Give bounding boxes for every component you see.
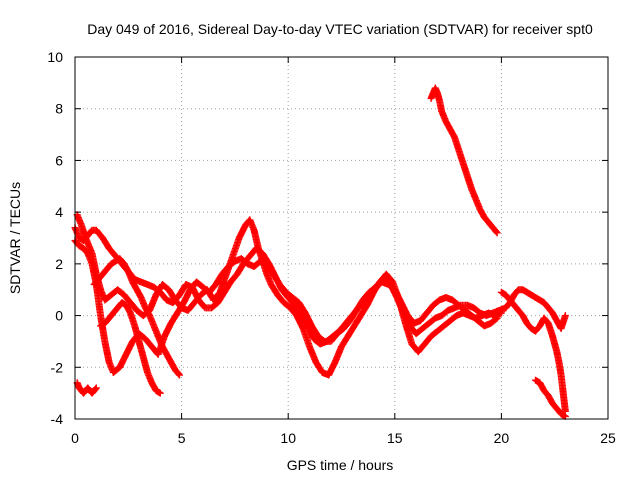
series-track-7 (427, 84, 501, 237)
series-track-4 (73, 379, 100, 397)
x-tick-label: 15 (387, 430, 403, 446)
y-tick-label: -2 (51, 359, 64, 375)
y-tick-label: 6 (55, 152, 63, 168)
series-track-9 (502, 286, 569, 332)
x-tick-label: 10 (280, 430, 296, 446)
y-tick-label: 10 (47, 49, 63, 65)
data-point (175, 370, 183, 378)
series-track-6 (97, 299, 164, 397)
y-tick-label: 8 (55, 101, 63, 117)
x-axis-label: GPS time / hours (287, 457, 394, 473)
data-point (156, 389, 164, 397)
data-point (493, 314, 501, 322)
data-layer (71, 84, 569, 420)
data-point (492, 228, 500, 236)
data-point (492, 315, 500, 323)
data-point (92, 385, 100, 393)
x-tick-label: 25 (600, 430, 616, 446)
y-tick-label: -4 (51, 411, 64, 427)
data-point (92, 384, 100, 392)
series-track-3 (71, 237, 501, 376)
chart-title: Day 049 of 2016, Sidereal Day-to-day VTE… (87, 21, 593, 37)
grid-layer (75, 57, 608, 419)
axis-layer: 0 5 10 15 20 25 -4 -2 0 2 4 6 8 10 (47, 49, 616, 446)
plot-frame (74, 56, 609, 420)
data-point (175, 371, 183, 379)
y-tick-label: 2 (55, 256, 63, 272)
y-tick-label: 4 (55, 204, 63, 220)
data-point (493, 229, 501, 237)
x-tick-label: 20 (494, 430, 510, 446)
y-tick-label: 0 (55, 308, 63, 324)
series-track-10 (532, 376, 569, 420)
x-tick-label: 0 (71, 430, 79, 446)
series-track-5 (90, 255, 183, 379)
y-axis-label: SDTVAR / TECUs (7, 182, 23, 294)
x-tick-label: 5 (178, 430, 186, 446)
data-point (561, 312, 569, 320)
